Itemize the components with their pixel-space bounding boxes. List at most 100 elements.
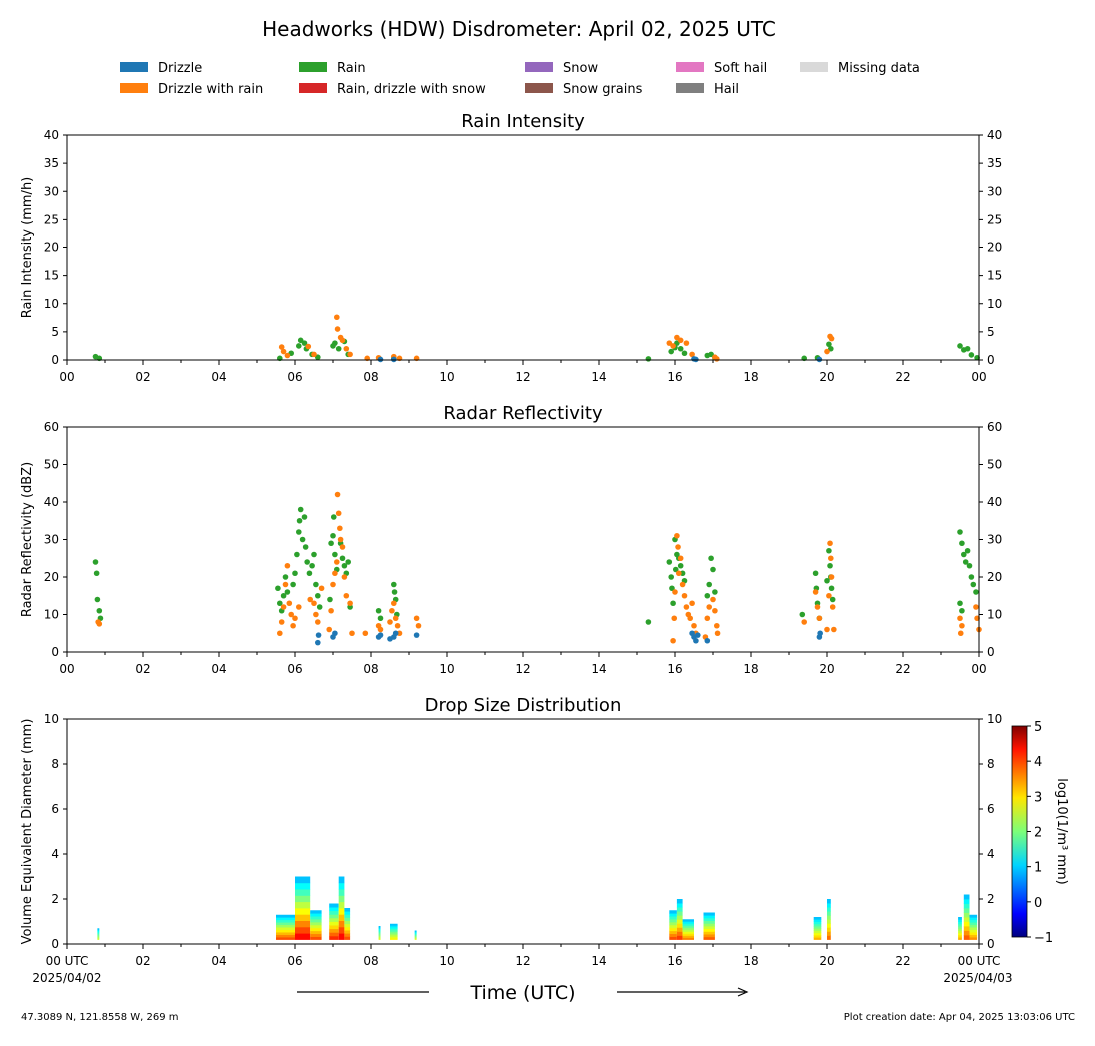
- y-tick-label-left: 5: [51, 325, 59, 339]
- y-tick-label-left: 4: [51, 847, 59, 861]
- dsd-cell: [969, 937, 978, 940]
- dsd-cell: [390, 933, 398, 936]
- data-point: [689, 600, 695, 607]
- dsd-cell: [676, 911, 683, 916]
- data-point: [292, 615, 298, 622]
- data-point: [827, 562, 833, 569]
- data-point: [339, 337, 346, 344]
- data-point: [284, 562, 291, 569]
- data-point: [349, 630, 355, 637]
- dsd-cell: [329, 910, 339, 915]
- dsd-cell: [338, 889, 345, 896]
- legend-swatch: [120, 83, 148, 93]
- dsd-cell: [669, 916, 677, 920]
- dsd-cell: [827, 899, 831, 904]
- x-tick-label: 00: [59, 370, 74, 384]
- dsd-cell: [390, 928, 398, 931]
- dsd-cell: [813, 923, 822, 927]
- legend-swatch: [525, 62, 553, 72]
- x-tick-label: 02: [135, 370, 150, 384]
- y-tick-label-left: 30: [44, 533, 59, 547]
- data-point: [712, 607, 718, 614]
- dsd-cell: [338, 895, 345, 903]
- dsd-cell: [97, 933, 100, 936]
- y-tick-label-right: 60: [987, 420, 1002, 434]
- dsd-cell: [676, 935, 683, 940]
- dsd-cell: [310, 913, 322, 917]
- colorbar: 5 4 3 2 1 0 −1 log10(1/m³ mm): [1011, 720, 1069, 946]
- station-location: 47.3089 N, 121.8558 W, 269 m: [21, 1012, 179, 1023]
- data-point: [817, 630, 823, 637]
- data-point: [332, 570, 338, 577]
- x-tick-label: 06: [287, 954, 302, 968]
- dsd-cell: [295, 876, 311, 884]
- legend-swatch: [676, 83, 704, 93]
- dsd-cell: [827, 931, 831, 936]
- dsd-cell: [97, 938, 100, 940]
- data-point: [676, 570, 682, 577]
- dsd-cell: [338, 920, 345, 928]
- data-point: [275, 585, 281, 592]
- colorbar-tick-label: −1: [1034, 931, 1053, 946]
- dsd-cell: [344, 914, 351, 918]
- dsd-cell: [703, 912, 715, 916]
- dsd-cell: [969, 919, 978, 923]
- data-point: [294, 551, 300, 558]
- dsd-cell: [703, 934, 715, 938]
- dsd-cell: [338, 876, 345, 884]
- axes-frame: [66, 718, 980, 945]
- dsd-cell: [276, 917, 295, 921]
- data-point: [315, 619, 321, 625]
- colorbar-label: log10(1/m³ mm): [1054, 778, 1069, 885]
- data-point: [335, 510, 342, 517]
- data-point: [714, 622, 720, 629]
- dsd-cell: [310, 924, 322, 929]
- dsd-cell: [669, 927, 677, 932]
- data-point: [672, 589, 678, 595]
- y-tick-label-left: 10: [44, 297, 59, 311]
- data-point: [96, 607, 103, 614]
- data-point: [311, 351, 317, 358]
- data-point: [668, 574, 674, 580]
- data-point: [326, 626, 333, 633]
- dsd-cell: [378, 932, 381, 935]
- x-tick-label: 08: [363, 954, 378, 968]
- dsd-cell: [682, 921, 694, 924]
- dsd-cell: [390, 925, 398, 928]
- data-point: [691, 622, 697, 629]
- x-tick-label: 14: [591, 662, 606, 676]
- dsd-cell: [958, 923, 962, 927]
- data-point: [669, 585, 675, 592]
- y-tick-label-left: 40: [44, 128, 59, 142]
- dsd-cell: [827, 907, 831, 912]
- data-point: [708, 555, 714, 562]
- data-point: [672, 566, 679, 573]
- y-tick-label-right: 20: [987, 241, 1002, 255]
- dsd-cell: [97, 931, 100, 934]
- dsd-cell: [676, 923, 683, 928]
- legend-swatch: [525, 83, 553, 93]
- x-tick-label: 20: [819, 954, 834, 968]
- data-point: [93, 570, 100, 577]
- dsd-cell: [813, 930, 822, 934]
- x-tick-label: 00 UTC: [958, 954, 1001, 968]
- legend-label: Soft hail: [714, 61, 767, 76]
- x-axis-label: Time (UTC): [469, 982, 575, 1004]
- dsd-cell: [276, 924, 295, 928]
- data-point: [957, 529, 963, 535]
- dsd-cell: [414, 936, 417, 939]
- x-tick-label: 02: [135, 954, 150, 968]
- data-point: [687, 615, 693, 622]
- data-point: [334, 314, 340, 321]
- dsd-cell: [378, 927, 381, 930]
- x-tick-label: 10: [439, 662, 454, 676]
- y-tick-label-left: 15: [44, 269, 59, 283]
- legend-label: Snow grains: [563, 82, 643, 97]
- data-point: [327, 596, 333, 603]
- dsd-cell: [827, 927, 831, 932]
- y-tick-label-right: 4: [987, 847, 995, 861]
- dsd-cell: [813, 919, 822, 922]
- dsd-cell: [958, 937, 962, 940]
- data-point: [339, 555, 346, 562]
